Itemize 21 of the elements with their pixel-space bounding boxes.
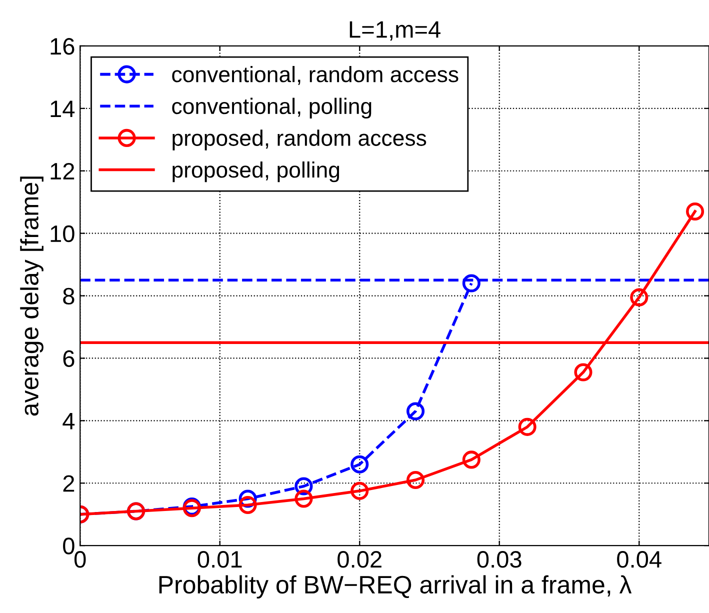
y-tick-label: 0 [63, 538, 74, 554]
x-axis-title: Probablity of BW−REQ arrival in a frame, λ [159, 575, 632, 599]
y-tick-label: 2 [63, 475, 74, 492]
legend-label: conventional, random access [172, 66, 458, 85]
x-tick-label: 0 [74, 551, 86, 568]
y-tick-label: 16 [50, 38, 74, 55]
y-tick-label: 4 [62, 412, 75, 430]
x-tick-label: 0.01 [198, 551, 242, 568]
legend-label: proposed, polling [172, 161, 340, 182]
legend-label: proposed, random access [172, 130, 426, 150]
y-axis-title: average delay [frame] [20, 176, 44, 416]
y-tick-label: 10 [50, 225, 74, 242]
x-tick-label: 0.04 [617, 551, 662, 568]
chart-title: L=1,m=4 [350, 21, 440, 41]
y-tick-label: 8 [63, 288, 74, 305]
x-tick-label: 0.02 [338, 551, 382, 568]
legend-label: conventional, polling [172, 98, 372, 119]
x-tick-label: 0.03 [477, 551, 522, 568]
y-tick-label: 14 [50, 100, 75, 117]
y-tick-label: 12 [50, 162, 74, 180]
y-tick-label: 6 [63, 350, 74, 368]
